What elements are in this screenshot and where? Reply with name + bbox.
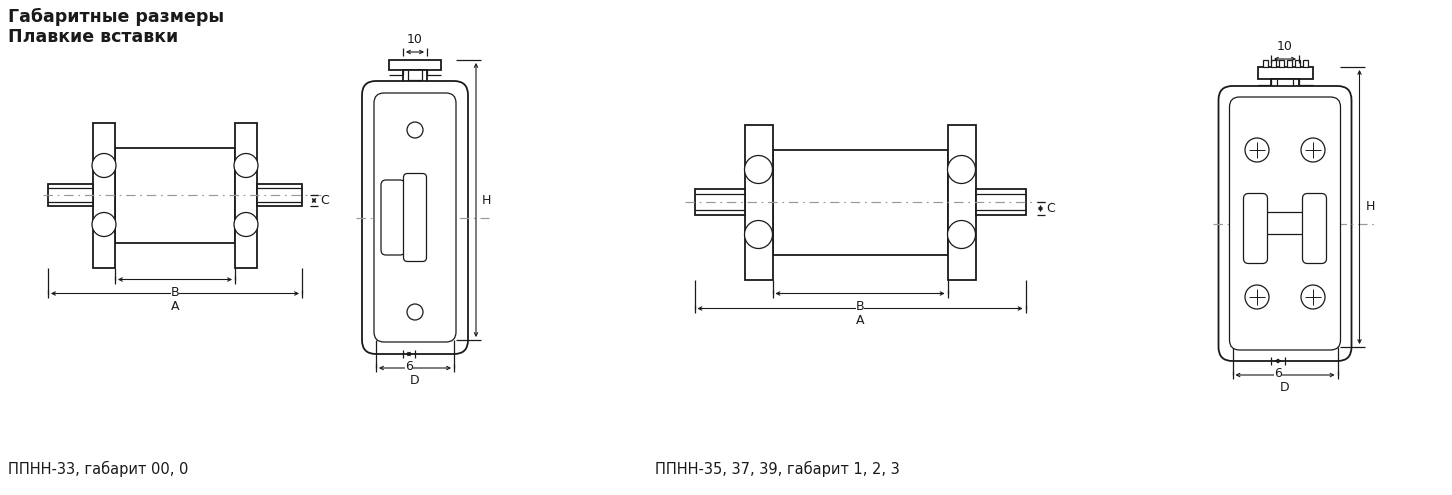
Text: 6: 6	[1273, 367, 1282, 380]
FancyBboxPatch shape	[380, 180, 405, 255]
Text: D: D	[1281, 381, 1289, 394]
Bar	[1302, 60, 1307, 67]
Bar	[235, 122, 257, 267]
Text: ППНН-35, 37, 39, габарит 1, 2, 3: ППНН-35, 37, 39, габарит 1, 2, 3	[655, 461, 900, 477]
Bar	[1270, 60, 1275, 67]
Bar	[1270, 79, 1300, 100]
FancyBboxPatch shape	[1243, 194, 1268, 263]
Circle shape	[91, 212, 116, 237]
Text: B: B	[171, 286, 179, 298]
Circle shape	[234, 153, 258, 178]
Circle shape	[745, 155, 772, 184]
Text: D: D	[409, 374, 420, 387]
Circle shape	[745, 220, 772, 248]
Circle shape	[1301, 285, 1326, 309]
Text: ППНН-33, габарит 00, 0: ППНН-33, габарит 00, 0	[9, 461, 189, 477]
Circle shape	[1244, 285, 1269, 309]
Bar	[93, 122, 115, 267]
Circle shape	[1244, 138, 1269, 162]
Text: 6: 6	[405, 360, 412, 373]
Text: A: A	[171, 299, 179, 312]
Text: B: B	[855, 299, 864, 312]
FancyBboxPatch shape	[404, 174, 427, 261]
Text: 10: 10	[407, 33, 423, 46]
Bar	[1295, 60, 1300, 67]
Bar	[745, 125, 772, 280]
FancyBboxPatch shape	[1230, 97, 1340, 350]
Circle shape	[234, 212, 258, 237]
Bar	[976, 189, 1025, 215]
Circle shape	[948, 220, 976, 248]
FancyBboxPatch shape	[1218, 86, 1352, 361]
Bar	[115, 148, 235, 243]
Text: Плавкие вставки: Плавкие вставки	[9, 28, 179, 46]
Bar	[257, 184, 302, 206]
Bar	[389, 60, 441, 70]
Circle shape	[948, 155, 976, 184]
Text: 10: 10	[1278, 40, 1292, 53]
Circle shape	[407, 304, 423, 320]
FancyBboxPatch shape	[375, 93, 456, 342]
Bar	[1262, 60, 1268, 67]
Bar	[772, 149, 948, 254]
FancyBboxPatch shape	[1263, 212, 1307, 235]
Bar	[1257, 67, 1313, 79]
Bar	[48, 184, 93, 206]
Bar	[1286, 60, 1291, 67]
Circle shape	[91, 153, 116, 178]
Text: C: C	[1047, 202, 1056, 215]
Text: H: H	[1365, 200, 1375, 213]
Bar	[694, 189, 745, 215]
Bar	[1279, 60, 1284, 67]
FancyBboxPatch shape	[362, 81, 468, 354]
Bar	[948, 125, 976, 280]
Text: A: A	[855, 314, 864, 328]
Circle shape	[407, 122, 423, 138]
FancyBboxPatch shape	[1302, 194, 1327, 263]
Text: C: C	[319, 194, 328, 207]
Text: Габаритные размеры: Габаритные размеры	[9, 8, 224, 26]
Bar	[404, 70, 427, 95]
Circle shape	[1301, 138, 1326, 162]
Text: H: H	[482, 194, 491, 206]
